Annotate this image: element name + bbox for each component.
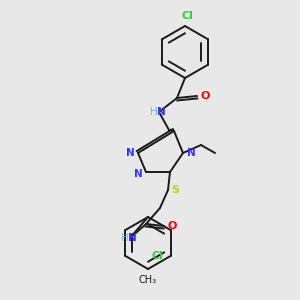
Text: O: O <box>200 91 210 101</box>
Text: Cl: Cl <box>181 11 193 21</box>
Text: HN: HN <box>150 107 166 117</box>
Text: N: N <box>187 148 195 158</box>
Text: O: O <box>167 221 177 231</box>
Text: N: N <box>157 107 165 117</box>
Text: N: N <box>126 148 134 158</box>
Text: CH₃: CH₃ <box>139 275 157 285</box>
Text: S: S <box>171 185 179 195</box>
Text: Cl: Cl <box>152 251 164 261</box>
Text: H: H <box>121 233 129 243</box>
Text: H: H <box>150 107 158 117</box>
Text: N: N <box>134 169 142 179</box>
Text: N: N <box>128 233 136 243</box>
